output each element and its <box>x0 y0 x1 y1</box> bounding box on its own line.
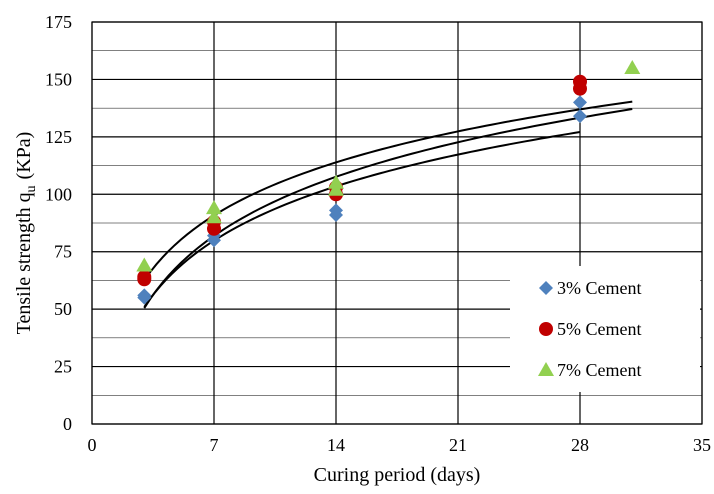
data-point-diamond <box>573 95 587 110</box>
y-tick-labels: 0 25 50 75 100 125 150 175 <box>45 12 72 434</box>
y-tick-label: 0 <box>63 414 72 434</box>
data-point-diamond <box>573 109 587 124</box>
legend-marker-diamond <box>539 281 553 295</box>
data-point-triangle <box>206 209 222 224</box>
y-tick-label: 125 <box>45 127 72 147</box>
legend-marker-triangle <box>538 362 554 376</box>
y-tick-label: 75 <box>54 242 72 262</box>
x-tick-label: 7 <box>210 435 219 455</box>
x-tick-label: 28 <box>571 435 589 455</box>
legend-label: 5% Cement <box>557 319 641 339</box>
data-point-triangle <box>328 174 344 189</box>
y-tick-label: 175 <box>45 12 72 32</box>
y-tick-label: 100 <box>45 184 72 204</box>
data-point-triangle <box>624 59 641 74</box>
legend-label: 7% Cement <box>557 360 641 380</box>
legend: 3% Cement 5% Cement 7% Cement <box>510 266 700 392</box>
y-tick-label: 25 <box>54 357 72 377</box>
data-point-circle <box>137 269 152 284</box>
x-tick-labels: 0 7 14 21 28 35 <box>88 435 712 455</box>
x-tick-label: 14 <box>327 435 345 455</box>
data-point-diamond <box>329 203 343 218</box>
x-tick-label: 0 <box>88 435 97 455</box>
data-points <box>136 59 641 305</box>
data-point-triangle <box>136 257 153 272</box>
y-axis-title-unit: (KPa) <box>13 132 35 180</box>
legend-marker-circle <box>539 322 553 336</box>
y-tick-label: 150 <box>45 69 72 89</box>
x-tick-label: 21 <box>449 435 467 455</box>
legend-label: 3% Cement <box>557 278 641 298</box>
y-axis-title-subscript: u <box>24 185 39 192</box>
trendline <box>143 100 633 281</box>
data-point-diamond <box>137 288 152 303</box>
x-axis-title: Curing period (days) <box>314 464 481 486</box>
x-tick-label: 35 <box>693 435 711 455</box>
y-axis-title: Tensile strength qu (KPa) <box>13 132 39 335</box>
plot-area-border <box>91 21 703 425</box>
data-point-triangle <box>206 200 222 215</box>
data-point-circle <box>573 74 587 89</box>
trendline <box>143 108 633 309</box>
y-axis-title-main: Tensile strength q <box>13 192 35 334</box>
y-tick-label: 50 <box>54 299 72 319</box>
